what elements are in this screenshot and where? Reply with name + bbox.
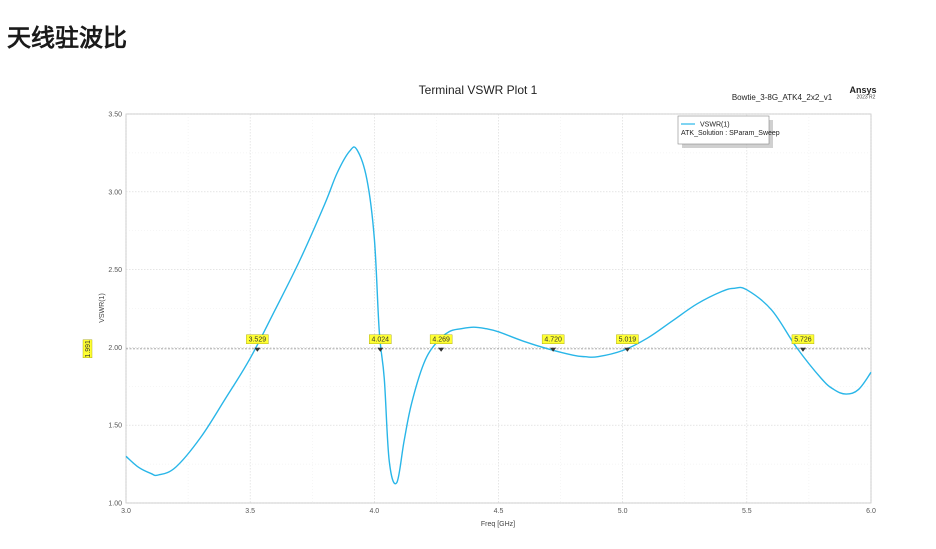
legend-entry: VSWR(1) [700,122,730,129]
marker-5: 5.726 [791,334,815,352]
y-axis-label: VSWR(1) [99,293,106,323]
x-axis-label: Freq [GHz] [481,521,515,528]
design-name: Bowtie_3-8G_ATK4_2x2_v1 [732,93,833,102]
marker-label-box [369,334,392,345]
plot-area: 3.0 3.5 4.0 4.5 5.0 5.5 6.0 1.00 1.50 2.00 2.50 3.0… [82,112,876,516]
y-tick-label: 2.00 [108,345,122,352]
legend-box [677,115,770,145]
chart-title: Terminal VSWR Plot 1 [419,83,538,97]
marker-label-box [541,334,565,345]
marker-2: 4.269 [429,334,453,352]
marker-4: 5.019 [616,334,639,352]
x-tick-label: 4.0 [369,508,379,515]
brand-logo: Ansys [849,85,876,95]
marker-label-box [791,334,815,345]
marker-pointer [550,347,557,352]
x-tick-label: 5.0 [618,508,628,515]
marker-label-box [429,334,453,345]
marker-layer: 3.529 4.024 4.269 4.720 5.019 5.726 [246,334,815,352]
reference-line-label: 1.991 [82,339,93,359]
marker-pointer [624,347,631,352]
x-tick-label: 3.5 [245,508,255,515]
y-tick-label: 3.50 [108,112,122,119]
marker-label: 5.019 [619,336,637,343]
marker-label: 4.024 [372,336,390,343]
reference-line-group: 1.991 [82,339,871,359]
marker-pointer [254,347,261,352]
y-tick-label: 2.50 [108,267,122,274]
reference-label-text: 1.991 [85,340,92,358]
y-tick-label: 3.00 [108,189,122,196]
y-tick-label: 1.50 [108,423,122,430]
marker-pointer [377,347,384,352]
x-tick-label: 4.5 [494,508,504,515]
legend: VSWR(1) ATK_Solution : SParam_Sweep [677,115,780,148]
marker-3: 4.720 [541,334,565,352]
marker-label-box [246,334,269,345]
marker-pointer [438,347,445,352]
marker-1: 4.024 [369,334,392,352]
x-tick-label: 3.0 [121,508,131,515]
grid-lines [125,113,872,504]
y-tick-label: 1.00 [108,501,122,508]
x-tick-label: 6.0 [866,508,876,515]
marker-label-box [616,334,639,345]
marker-label: 5.726 [794,336,812,343]
marker-label: 3.529 [249,336,267,343]
page-heading: 天线驻波比 [7,24,127,52]
marker-label: 4.720 [544,336,562,343]
version-label: 2023 R2 [857,95,876,101]
marker-0: 3.529 [246,334,269,352]
x-tick-label: 5.5 [742,508,752,515]
marker-pointer [799,347,806,352]
reference-label-box [82,339,93,359]
legend-subtitle: ATK_Solution : SParam_Sweep [681,130,780,137]
tick-labels: 3.0 3.5 4.0 4.5 5.0 5.5 6.0 1.00 1.50 2.00 2.50 3.0… [108,112,876,516]
marker-label: 4.269 [432,336,450,343]
